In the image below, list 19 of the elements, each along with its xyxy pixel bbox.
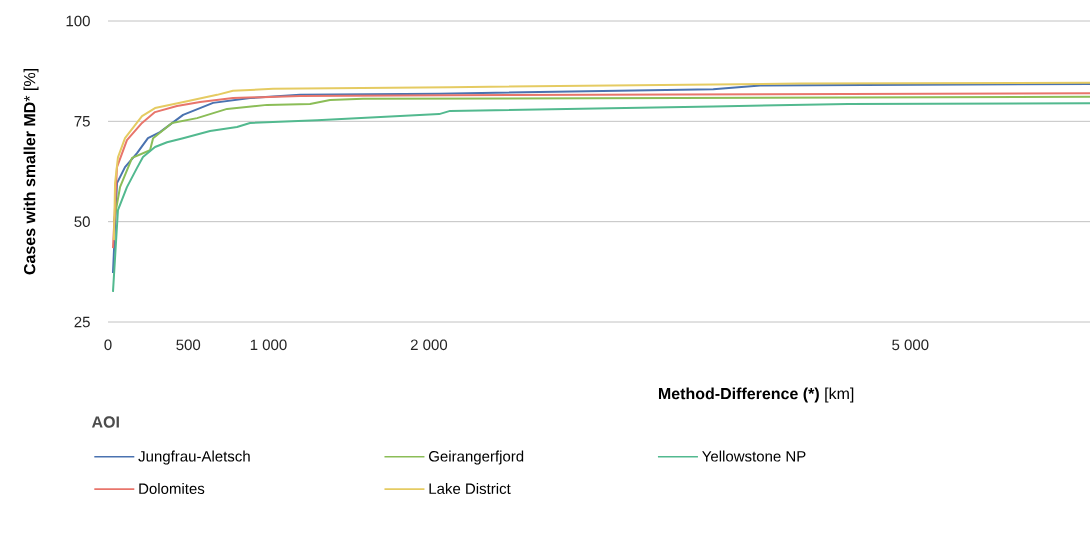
y-tick-label: 25 xyxy=(74,316,90,328)
line-series xyxy=(111,102,1090,293)
line-series xyxy=(111,83,1090,275)
legend-label: Yellowstone NP xyxy=(702,450,806,462)
x-tick-label: 5 000 xyxy=(892,339,929,351)
legend-label: Lake District xyxy=(429,482,511,494)
legend-label: Dolomites xyxy=(139,482,205,494)
legend-title: AOI xyxy=(91,416,119,428)
x-tick-label: 1 000 xyxy=(250,339,287,351)
x-tick-label: 0 xyxy=(104,339,112,351)
x-tick-label: 500 xyxy=(176,339,201,351)
legend-label: Jungfrau-Aletsch xyxy=(138,450,250,465)
y-tick-label: 75 xyxy=(74,116,90,127)
x-tick-label: 2 000 xyxy=(410,339,448,351)
legend-label: Geirangerfjord xyxy=(429,450,524,465)
y-tick-label: 50 xyxy=(74,216,90,227)
y-tick-label: 100 xyxy=(66,15,90,27)
x-axis-title: Method-Difference (*) [km] xyxy=(658,387,854,403)
y-axis-title: Cases with smaller MD* [%] xyxy=(23,69,39,275)
